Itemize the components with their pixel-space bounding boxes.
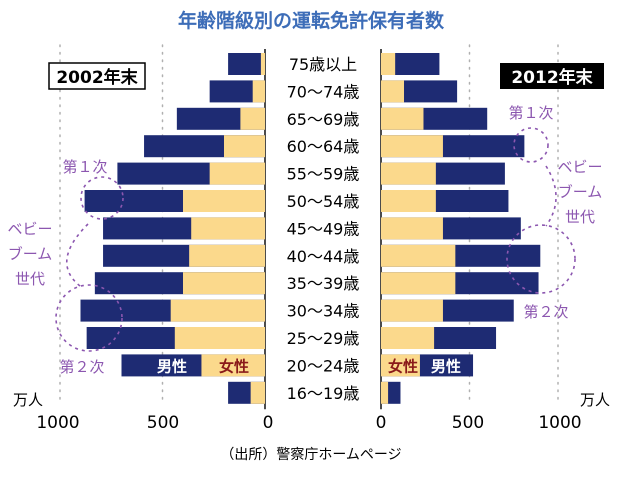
bar-2012-female: [381, 53, 396, 75]
category-label: 16〜19歳: [287, 384, 360, 403]
right-tick-0: 0: [376, 413, 387, 433]
bar-2012-female: [381, 272, 456, 295]
bar-2002-female: [191, 217, 265, 240]
category-label: 65〜69歳: [287, 110, 360, 129]
right-boom-arc: [545, 165, 557, 227]
right-first-boom-label: 第１次: [508, 104, 553, 122]
right-first-boom-circle: [513, 127, 549, 163]
category-label: 45〜49歳: [287, 219, 360, 238]
left-year-label: 2002年末: [56, 67, 138, 88]
left-boom-line-3: 世代: [15, 270, 45, 288]
right-year-box: [500, 63, 604, 89]
bar-2002-female: [240, 107, 265, 130]
bars: [80, 53, 541, 404]
category-label: 50〜54歳: [287, 192, 360, 211]
bar-2002-female: [201, 354, 265, 377]
right-tick-1000: 1000: [538, 413, 581, 433]
right-year-label: 2012年末: [511, 67, 593, 88]
left-second-boom-circle: [55, 284, 123, 352]
category-label: 70〜74歳: [287, 82, 360, 101]
category-label: 55〜59歳: [287, 165, 360, 184]
bar-2012-female: [381, 354, 420, 377]
bar-2002-female: [174, 327, 265, 349]
left-tick-500: 500: [147, 413, 179, 433]
category-labels: 75歳以上 70〜74歳 65〜69歳 60〜64歳 55〜59歳 50〜54歳 45〜49…: [287, 55, 360, 403]
category-label: 60〜64歳: [287, 137, 360, 156]
category-label: 35〜39歳: [287, 274, 360, 293]
bar-2002-female: [183, 190, 265, 212]
source-note: （出所）警察庁ホームページ: [220, 446, 401, 463]
left-first-boom-label: 第１次: [62, 158, 107, 176]
bar-2002-female: [224, 135, 265, 158]
category-label: 40〜44歳: [287, 247, 360, 266]
left-first-boom-circle: [80, 176, 124, 220]
chart-title: 年齢階級別の運転免許保有者数: [178, 9, 445, 32]
left-boom-line-2: ブーム: [8, 245, 53, 263]
right-boom-line-2: ブーム: [558, 183, 603, 201]
category-label: 30〜34歳: [287, 302, 360, 321]
right-tick-500: 500: [452, 413, 484, 433]
bar-2002-male: [228, 53, 265, 75]
legend-female-2012: 女性: [388, 357, 418, 375]
bar-2002-female: [183, 272, 265, 295]
legend-male-2012: 男性: [431, 357, 461, 375]
left-unit-label: 万人: [13, 391, 43, 409]
bar-2002-female: [170, 299, 265, 322]
legend-male-2002: 男性: [157, 357, 187, 375]
bar-2012-female: [381, 299, 443, 322]
bar-2012-female: [381, 244, 456, 267]
bar-2002-female: [250, 381, 265, 404]
right-boom-line-1: ベビー: [557, 158, 602, 176]
category-label: 25〜29歳: [287, 329, 360, 348]
bar-2012-female: [381, 381, 389, 404]
left-year-box: [48, 62, 146, 90]
bar-2012-female: [381, 135, 443, 158]
left-second-boom-label: 第２次: [59, 358, 104, 376]
bar-2012-female: [381, 107, 424, 130]
bar-2002-female: [260, 53, 265, 75]
bar-2002-female: [189, 244, 265, 267]
legend-female-2002: 女性: [219, 357, 249, 375]
right-second-boom-label: 第２次: [523, 303, 568, 321]
left-boom-arc: [66, 223, 89, 287]
right-boom-line-3: 世代: [565, 208, 595, 226]
bar-2002-female: [209, 162, 265, 185]
left-tick-0: 0: [263, 413, 274, 433]
bar-2012-female: [381, 217, 443, 240]
category-label: 75歳以上: [289, 55, 357, 74]
right-unit-label: 万人: [580, 391, 610, 409]
bar-2012-female: [381, 327, 435, 349]
bar-2012-male: [381, 53, 440, 75]
bar-2012-female: [381, 190, 436, 212]
right-second-boom-circle: [506, 224, 576, 294]
category-label: 20〜24歳: [287, 356, 360, 375]
bar-2002-male: [209, 80, 265, 103]
bar-2012-female: [381, 80, 405, 103]
left-boom-line-1: ベビー: [7, 220, 52, 238]
left-tick-1000: 1000: [36, 413, 79, 433]
bar-2002-female: [252, 80, 265, 103]
bar-2012-female: [381, 162, 436, 185]
